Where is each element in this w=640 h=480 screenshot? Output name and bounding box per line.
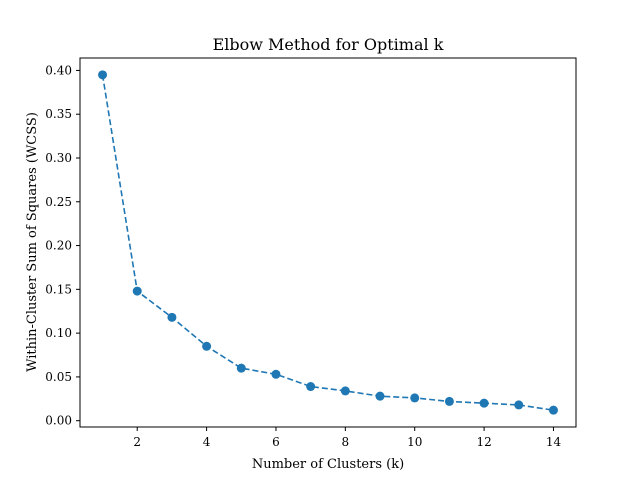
y-tick-label: 0.15 [45,282,72,296]
x-tick-label: 12 [476,435,491,449]
data-point [202,341,212,351]
data-point [132,286,142,296]
series-layer [98,70,558,415]
x-axis-label: Number of Clusters (k) [252,457,404,472]
data-point [479,398,489,408]
x-tick-label: 10 [407,435,422,449]
chart-title: Elbow Method for Optimal k [213,35,444,54]
data-point [548,405,558,415]
axes-frame [79,57,577,428]
y-tick-label: 0.05 [45,370,72,384]
data-point [444,396,454,406]
y-tick-label: 0.00 [45,414,72,428]
data-point [167,312,177,322]
data-point [271,369,281,379]
series-line [101,74,554,411]
y-tick-label: 0.25 [45,195,72,209]
data-point [236,363,246,373]
plot-area: 2 4 6 8 10 12 14 0.000.050.100.150.200.250.300… [45,57,577,449]
data-point [375,391,385,401]
x-tick-label: 6 [272,435,280,449]
data-point [98,70,108,80]
y-axis-label: Within-Cluster Sum of Squares (WCSS) [25,112,40,372]
x-tick-label: 8 [342,435,350,449]
y-tick-label: 0.40 [45,63,72,77]
y-axis-ticks: 0.00 0.05 0.10 0.15 0.20 0.25 0.30 0.35 0.40 [45,63,80,428]
data-point [306,382,316,392]
y-tick-label: 0.10 [45,326,72,340]
x-tick-label: 2 [133,435,141,449]
data-point [340,386,350,396]
y-tick-label: 0.20 [45,239,72,253]
data-point [410,393,420,403]
y-tick-label: 0.30 [45,151,72,165]
data-point [514,400,524,410]
x-tick-label: 14 [546,435,562,449]
x-axis-ticks: 2 4 6 8 10 12 14 [133,427,561,449]
y-tick-label: 0.35 [45,107,72,121]
x-tick-label: 4 [203,435,211,449]
